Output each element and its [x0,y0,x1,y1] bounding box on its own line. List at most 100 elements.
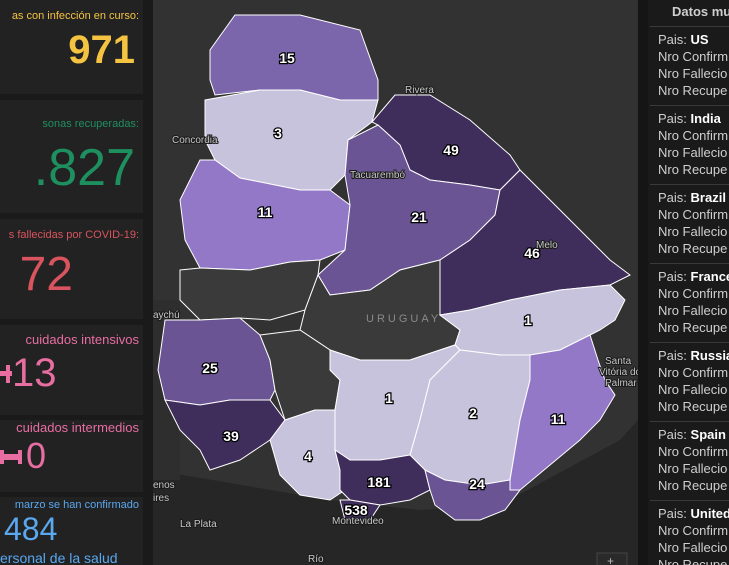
count-rivera: 49 [443,142,459,158]
country-name-line: Pais: Spain [650,426,729,443]
deaths-value: 72 [19,248,73,301]
country-item-india[interactable]: Pais: India Nro Confirm Nro Fallecio Nro… [650,105,729,178]
deaths-line: Nro Fallecio [658,303,728,318]
place-santa-vitoria-2: Vitória do [599,367,638,378]
place-santa-vitoria-1: Santa [605,356,632,367]
country-name-line: Pais: US [650,31,729,48]
zoom-in-button[interactable] [596,552,628,565]
health-staff-value: 484 [4,511,58,547]
place-montevideo: Montevideo [332,516,384,527]
place-concordia: Concordia [172,135,218,146]
recovered-line: Nro Recupe [658,478,728,493]
place-baires-1: enos [153,480,175,491]
health-staff-sub: ersonal de la salud [0,550,118,565]
deaths-line: Nro Fallecio [658,66,728,81]
country-item-france[interactable]: Pais: France Nro Confirm Nro Fallecio Nr… [650,263,729,336]
country-name: France [690,269,729,284]
department-rocha[interactable] [509,334,616,491]
hospital-bed-icon [0,450,22,464]
recovered-label: sonas recuperadas: [42,118,139,130]
country-name-line: Pais: India [650,110,729,127]
recovered-line: Nro Recupe [658,399,728,414]
count-maldonado: 24 [469,476,485,492]
place-santa-vitoria-3: Palmar [605,378,637,389]
count-paysandu: 11 [258,204,273,220]
count-treinta-y-tres: 1 [524,312,532,328]
confirmed-line: Nro Confirm [658,523,729,538]
country-item-brazil[interactable]: Pais: Brazil Nro Confirm Nro Fallecio Nr… [650,184,729,257]
country-item-united[interactable]: Pais: United Nro Confirm Nro Fallecio Nr… [650,500,729,565]
count-lavalleja: 2 [469,405,477,421]
intermediate-care-label: cuidados intermedios [16,420,139,435]
recovered-line: Nro Recupe [658,320,728,335]
recovered-line: Nro Recupe [658,557,728,565]
world-data-header: Datos mu [672,4,729,19]
country-name-line: Pais: Russia [650,347,729,364]
count-colonia: 39 [223,428,239,444]
count-soriano: 25 [202,360,218,376]
panel-divider [638,0,648,565]
department-maldonado[interactable] [424,469,521,521]
confirmed-line: Nro Confirm [658,49,729,64]
recovered-card: sonas recuperadas: .827 [0,100,143,213]
place-paysandu-partial: aychú [153,310,180,321]
country-pais-label: Pais: [658,427,687,442]
country-name: US [690,32,709,47]
deaths-line: Nro Fallecio [658,461,728,476]
recovered-value: .827 [33,139,135,197]
country-name: United [690,506,729,521]
intensive-care-label: cuidados intensivos [25,332,139,347]
country-name-line: Pais: Brazil [650,189,729,206]
department-canelones[interactable] [334,448,431,506]
place-la-plata: La Plata [180,519,217,530]
deaths-label: s fallecidas por COVID-19: [8,229,139,241]
recovered-line: Nro Recupe [658,83,728,98]
confirmed-line: Nro Confirm [658,365,729,380]
deaths-line: Nro Fallecio [658,224,728,239]
active-cases-label: as con infección en curso: [11,10,139,22]
place-tacuarembo: Tacuarembó [350,170,405,181]
health-staff-label: marzo se han confirmado [14,499,139,511]
count-florida: 1 [385,390,393,406]
intensive-care-card: cuidados intensivos 13 [0,325,143,415]
recovered-line: Nro Recupe [658,162,728,177]
country-name: Brazil [690,190,726,205]
deaths-card: s fallecidas por COVID-19: 72 [0,219,143,319]
country-item-spain[interactable]: Pais: Spain Nro Confirm Nro Fallecio Nro… [650,421,729,494]
country-name: Spain [690,427,726,442]
department-soriano[interactable] [157,317,276,406]
uruguay-map[interactable]: 15 3 49 11 21 46 1 25 1 2 11 39 4 181 24… [153,0,638,565]
count-canelones: 181 [367,474,391,490]
count-rocha: 11 [551,411,566,427]
confirmed-line: Nro Confirm [658,207,729,222]
country-pais-label: Pais: [658,111,687,126]
country-pais-label: Pais: [658,269,687,284]
department-montevideo[interactable] [339,499,381,521]
count-artigas: 15 [279,50,295,66]
health-staff-card: marzo se han confirmado 484 ersonal de l… [0,497,143,565]
stats-panel: as con infección en curso: 971 sonas rec… [0,0,152,565]
count-salto: 3 [274,125,282,141]
hospital-bed-icon [0,365,12,383]
active-cases-card: as con infección en curso: 971 [0,0,143,94]
place-melo: Melo [536,240,558,251]
deaths-line: Nro Fallecio [658,382,728,397]
country-pais-label: Pais: [658,348,687,363]
country-name-line: Pais: France [650,268,729,285]
place-baires-2: ires [153,493,169,504]
recovered-line: Nro Recupe [658,241,728,256]
country-pais-label: Pais: [658,506,687,521]
country-pais-label: Pais: [658,32,687,47]
country-item-us[interactable]: Pais: US Nro Confirm Nro Fallecio Nro Re… [650,26,729,99]
count-tacuarembo: 21 [411,209,427,225]
world-data-panel[interactable]: Datos mu Pais: US Nro Confirm Nro Fallec… [648,0,729,565]
department-paysandu[interactable] [179,159,351,271]
country-name: India [690,111,721,126]
map-panel[interactable]: 15 3 49 11 21 46 1 25 1 2 11 39 4 181 24… [153,0,638,565]
count-montevideo: 538 [344,502,368,518]
intermediate-care-card: cuidados intermedios 0 [0,420,143,492]
intermediate-care-value: 0 [26,435,47,476]
country-item-russia[interactable]: Pais: Russia Nro Confirm Nro Fallecio Nr… [650,342,729,415]
country-name: Russia [690,348,729,363]
country-name-line: Pais: United [650,505,729,522]
